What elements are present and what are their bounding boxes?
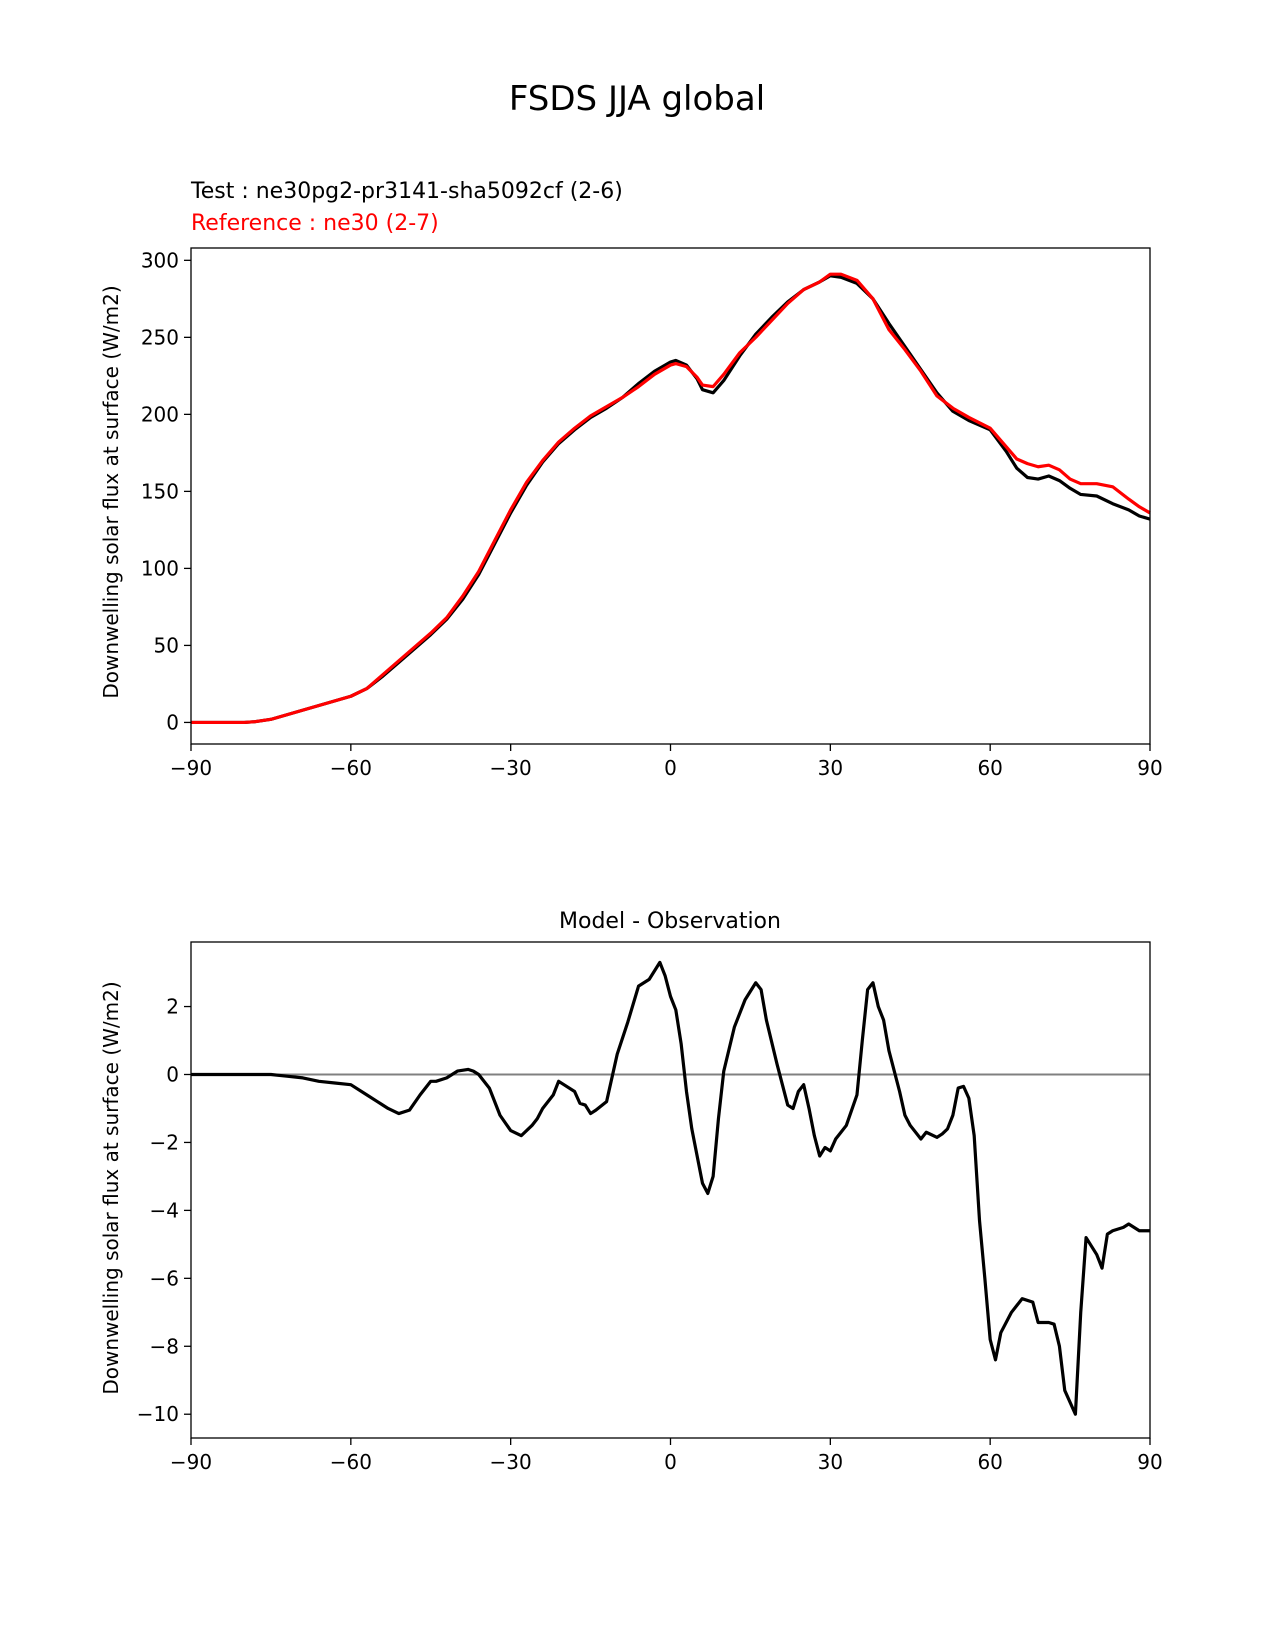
y-tick-label: −6	[150, 1266, 179, 1290]
y-tick-label: 2	[166, 995, 179, 1019]
x-tick-label: −90	[170, 756, 212, 780]
y-tick-label: 200	[141, 402, 179, 426]
x-tick-label: 60	[977, 1450, 1002, 1474]
y-tick-label: 50	[154, 633, 179, 657]
x-tick-label: 90	[1137, 756, 1162, 780]
top-y-axis-label: Downwelling solar flux at surface (W/m2)	[99, 285, 123, 698]
y-tick-label: 300	[141, 248, 179, 272]
bottom-y-axis-label: Downwelling solar flux at surface (W/m2)	[99, 981, 123, 1394]
y-tick-label: 0	[166, 710, 179, 734]
bottom-plot-area: −90 −60 −30 0 30 60 90 −10 −8 −6 −4 −2 0 2	[137, 941, 1163, 1474]
x-tick-label: −90	[170, 1450, 212, 1474]
axes-frame	[190, 247, 1151, 745]
x-tick-label: −60	[330, 756, 372, 780]
y-tick-label: 250	[141, 325, 179, 349]
figure-title: FSDS JJA global	[509, 79, 765, 119]
test-label: Test : ne30pg2-pr3141-sha5092cf (2-6)	[190, 179, 623, 204]
x-tick-label: 60	[977, 756, 1002, 780]
y-tick-label: −8	[150, 1334, 179, 1358]
y-tick-label: −10	[137, 1402, 179, 1426]
x-tick-label: −60	[330, 1450, 372, 1474]
y-tick-label: 0	[166, 1062, 179, 1086]
y-tick-label: 100	[141, 556, 179, 580]
reference-label: Reference : ne30 (2-7)	[191, 211, 439, 236]
y-tick-label: −4	[150, 1198, 179, 1222]
series-line-test	[191, 274, 1151, 725]
y-tick-label: 150	[141, 479, 179, 503]
x-tick-label: 0	[664, 1450, 677, 1474]
axes-frame	[190, 941, 1151, 1439]
x-tick-label: 30	[818, 1450, 843, 1474]
x-tick-label: −30	[490, 756, 532, 780]
top-plot-area: −90 −60 −30 0 30 60 90 0 50 100 150 200 250 300	[141, 247, 1163, 780]
x-tick-label: −30	[490, 1450, 532, 1474]
bottom-plot-title: Model - Observation	[559, 909, 781, 934]
x-tick-label: 30	[818, 756, 843, 780]
y-tick-label: −2	[150, 1130, 179, 1154]
series-line-reference	[191, 272, 1151, 725]
top-panel: Test : ne30pg2-pr3141-sha5092cf (2-6) Re…	[99, 179, 1163, 780]
series-line-model-observation	[191, 960, 1150, 1416]
bottom-panel: Model - Observation −90 −60 −30 0 30 60 90−10−…	[99, 909, 1163, 1474]
x-tick-label: 90	[1137, 1450, 1162, 1474]
x-tick-label: 0	[664, 756, 677, 780]
